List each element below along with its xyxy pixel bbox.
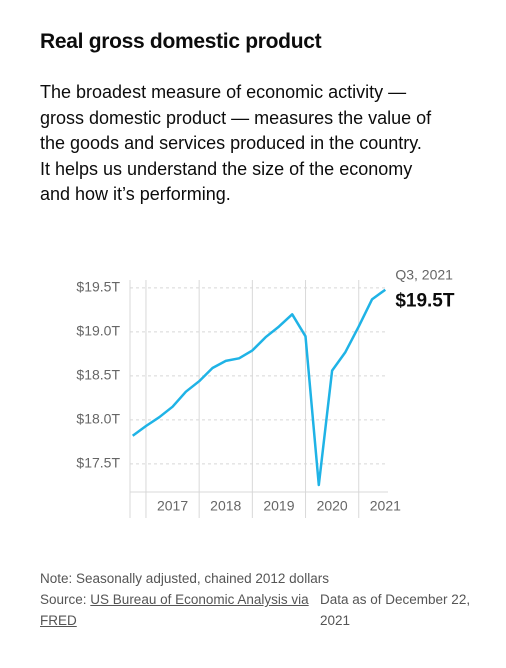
y-tick-label: $18.5T [76,367,120,383]
source: Source: US Bureau of Economic Analysis v… [40,589,310,631]
description-line: It helps us understand the size of the e… [40,158,413,179]
x-tick-label: 2020 [317,498,348,514]
description-line: The broadest measure of economic activit… [40,82,407,102]
annotation-value: $19.5T [395,291,455,312]
x-tick-label: 2017 [157,498,188,514]
chart: $17.5T $18.0T $18.5T $19.0T $19.5T 2017 2018 20… [76,266,455,518]
line [131,288,387,487]
footer: Note: Seasonally adjusted, chained 2012 … [40,568,480,631]
annotation-label: Q3, 2021 [395,266,453,282]
y-tick-label: $19.0T [76,323,120,339]
note: Note: Seasonally adjusted, chained 2012 … [40,571,329,586]
y-tick-label: $18.0T [76,411,120,427]
source-link[interactable]: US Bureau of Economic Analysis via FRED [40,592,309,628]
description-line: gross domestic product — measures the va… [40,107,432,128]
source-prefix: Source: [40,592,87,607]
y-tick-label: $19.5T [76,279,120,295]
data-as-of: Data as of December 22, 2021 [320,592,471,628]
description-line: and how it’s performing. [40,184,231,204]
description: The broadest measure of economic activit… [40,80,500,208]
x-tick-label: 2021 [370,498,401,514]
x-tick-label: 2019 [263,498,294,514]
y-tick-label: $17.5T [76,455,120,471]
description-line: the goods and services produced in the c… [40,133,422,153]
title: Real gross domestic product [40,30,322,53]
x-tick-label: 2018 [210,498,241,514]
